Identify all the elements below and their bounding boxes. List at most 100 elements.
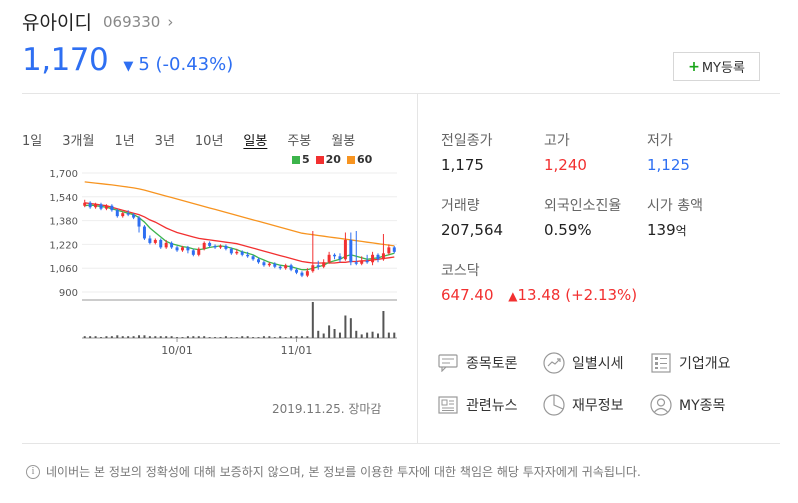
volume-bar: [94, 336, 97, 338]
tab-daily-candle[interactable]: 일봉: [243, 134, 268, 149]
volume-bar: [165, 336, 168, 338]
volume-bar: [273, 337, 276, 338]
y-tick-label: 1,380: [49, 217, 78, 228]
y-tick-label: 1,060: [49, 264, 78, 275]
link-daily-price[interactable]: 일별시세: [543, 352, 624, 374]
candle-body: [322, 262, 326, 267]
volume-bar: [121, 336, 124, 338]
volume-bar: [328, 325, 331, 338]
volume-bar: [181, 337, 184, 338]
tab-3months[interactable]: 3개월: [62, 134, 95, 149]
stat-prev-close: 전일종가 1,175: [441, 130, 493, 174]
link-news[interactable]: 관련뉴스: [437, 394, 518, 416]
chevron-right-icon[interactable]: ›: [167, 12, 174, 31]
stat-foreign-label: 외국인소진율: [544, 198, 622, 214]
candle-body: [159, 239, 163, 248]
stat-kosdaq: 코스닥 647.40 ▲13.48 (+2.13%): [441, 260, 637, 304]
candle-body: [354, 262, 358, 264]
price-change: ▼ 5 (-0.43%): [123, 54, 233, 75]
y-tick-label: 900: [59, 288, 78, 299]
link-my-stocks-label: MY종목: [679, 398, 726, 414]
volume-bar: [127, 336, 130, 338]
price-chart[interactable]: 1,700 1,540 1,380 1,220 1,060 900 10/01 11/01: [22, 165, 402, 365]
candle-body: [262, 262, 266, 266]
candle-body: [343, 239, 347, 260]
volume-bar: [317, 330, 320, 338]
volume-bar: [306, 336, 309, 338]
volume-bar: [224, 336, 227, 338]
volume-bar: [214, 337, 217, 338]
stat-volume-value: 207,564: [441, 221, 504, 239]
stat-prev-close-label: 전일종가: [441, 133, 493, 149]
candle-body: [186, 247, 190, 251]
volume-bar: [246, 336, 249, 338]
volume-bar: [148, 336, 151, 338]
news-icon: [437, 394, 459, 416]
candle-body: [392, 247, 396, 252]
link-discussion[interactable]: 종목토론: [437, 352, 518, 374]
tab-10years[interactable]: 10년: [194, 134, 224, 149]
candle-body: [104, 205, 108, 209]
stock-name[interactable]: 유아이디: [22, 12, 92, 34]
candle-body: [305, 271, 309, 276]
date-label: 2019.11.25. 장마감: [272, 402, 382, 416]
stock-code[interactable]: 069330: [103, 12, 161, 31]
link-financials-label: 재무정보: [572, 398, 624, 414]
volume-bar: [382, 311, 385, 338]
volume-bar: [257, 337, 260, 338]
candle-body: [148, 238, 152, 243]
volume-bar: [192, 336, 195, 338]
volume-bar: [300, 336, 303, 338]
candle-body: [110, 205, 114, 211]
volume-bar: [100, 337, 103, 338]
candle-body: [208, 242, 212, 246]
candle-body: [115, 210, 119, 217]
info-icon: i: [26, 464, 40, 479]
volume-bar: [230, 337, 233, 338]
stat-low: 저가 1,125: [647, 130, 690, 174]
stat-foreign: 외국인소진율 0.59%: [544, 195, 621, 239]
candle-body: [273, 263, 277, 267]
stat-market-cap: 시가 총액 139억: [647, 195, 703, 239]
link-company-overview[interactable]: 기업개요: [650, 352, 731, 374]
candle-body: [99, 204, 103, 209]
link-financials[interactable]: 재무정보: [543, 394, 624, 416]
period-tabs: 1일 3개월 1년 3년 10년 일봉 주봉 월봉: [22, 130, 355, 149]
candle-body: [327, 254, 331, 263]
trend-icon: [543, 352, 565, 374]
stat-low-value: 1,125: [647, 156, 690, 174]
candle-body: [240, 251, 244, 255]
ma5-line: [84, 204, 395, 271]
candle-body: [137, 217, 141, 227]
tab-3years[interactable]: 3년: [154, 134, 175, 149]
my-register-button[interactable]: + MY등록: [673, 52, 760, 81]
candle-body: [360, 260, 364, 264]
candle-body: [213, 245, 217, 248]
candle-body: [126, 213, 130, 215]
candle-body: [83, 202, 87, 206]
candle-body: [257, 259, 261, 263]
volume-bar: [262, 336, 265, 338]
tab-1day[interactable]: 1일: [22, 134, 43, 149]
pie-chart-icon: [543, 394, 565, 416]
my-register-label: MY등록: [701, 61, 745, 76]
volume-bar: [203, 336, 206, 338]
stat-kosdaq-value: 647.40: [441, 286, 494, 304]
tab-monthly-candle[interactable]: 월봉: [331, 134, 356, 149]
disclaimer: i 네이버는 본 정보의 정확성에 대해 보증하지 않으며, 본 정보를 이용한…: [26, 463, 641, 480]
x-tick-label: 11/01: [281, 344, 313, 357]
legend-ma20: 20: [315, 153, 341, 166]
candle-body: [132, 214, 136, 218]
volume-bar: [110, 336, 113, 338]
stat-volume: 거래량 207,564: [441, 195, 503, 239]
candle-body: [164, 242, 168, 248]
candle-body: [202, 242, 206, 249]
link-my-stocks[interactable]: MY종목: [650, 394, 725, 416]
volume-bar: [393, 332, 396, 338]
candle-body: [300, 272, 304, 276]
list-icon: [650, 352, 672, 374]
tab-weekly-candle[interactable]: 주봉: [287, 134, 312, 149]
tab-1year[interactable]: 1년: [114, 134, 135, 149]
candle-body: [338, 256, 342, 260]
candle-body: [180, 247, 184, 251]
